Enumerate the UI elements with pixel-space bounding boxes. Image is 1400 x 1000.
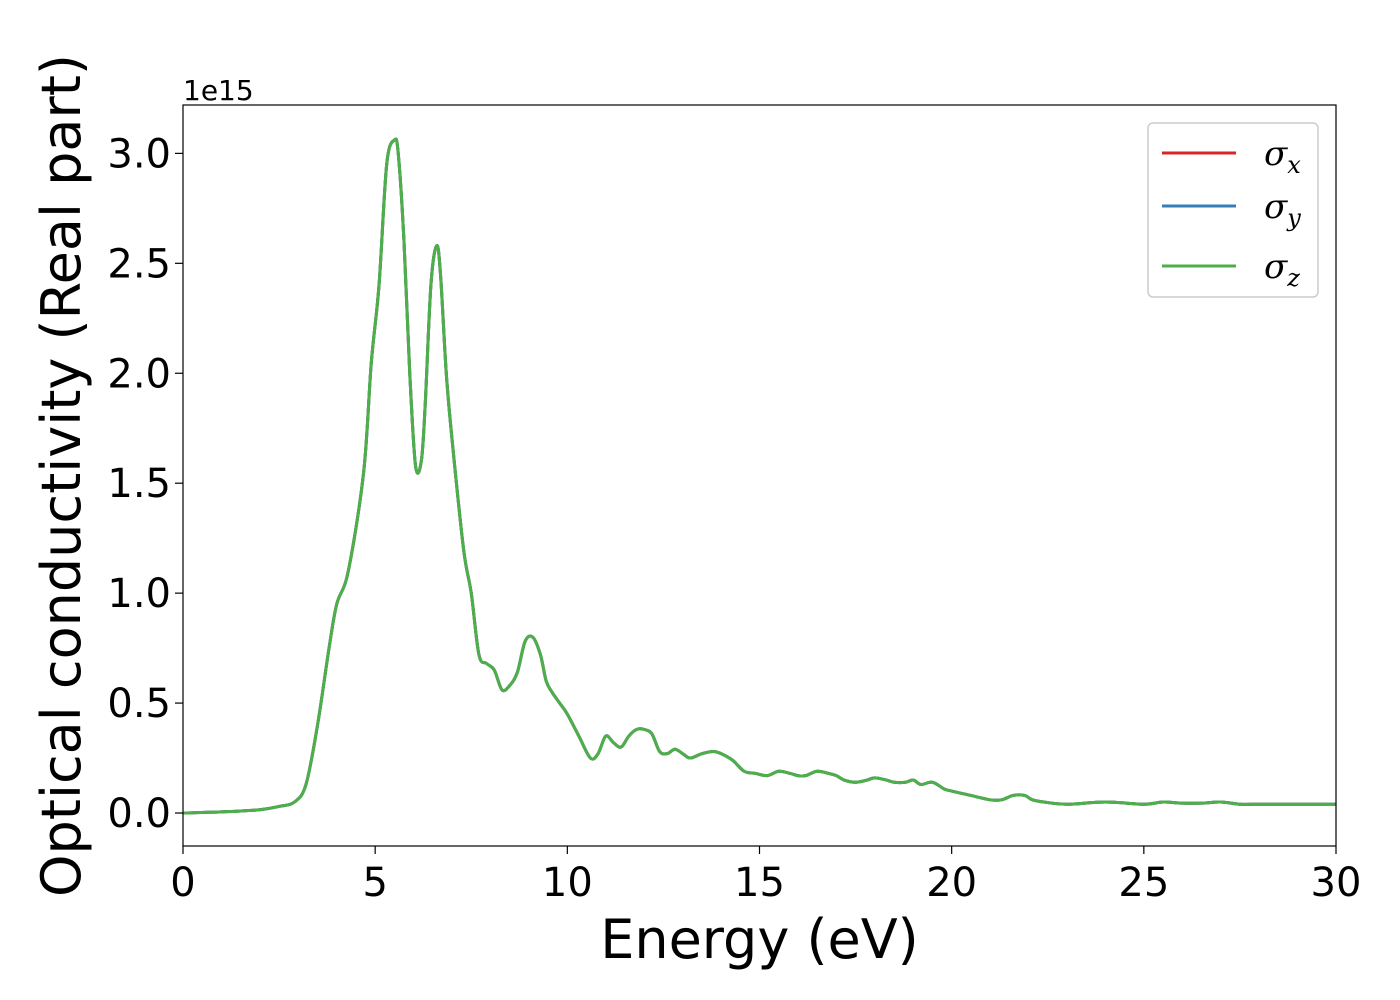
y-axis: 0.0 0.5 1.0 1.5 2.0 2.5 3.0 bbox=[107, 131, 183, 837]
y-tick-label: 0.5 bbox=[107, 681, 171, 727]
y-tick-label: 3.0 bbox=[107, 131, 171, 177]
legend-label-sub: x bbox=[1287, 151, 1301, 179]
legend-label-sub: y bbox=[1286, 204, 1301, 232]
x-axis-label: Energy (eV) bbox=[600, 908, 919, 971]
legend-label-main: σ bbox=[1264, 247, 1288, 287]
x-tick-label: 0 bbox=[170, 860, 195, 906]
legend-label-main: σ bbox=[1264, 187, 1288, 227]
legend-label-main: σ bbox=[1264, 134, 1288, 174]
legend-label-y: σy bbox=[1264, 187, 1301, 232]
legend-box bbox=[1147, 122, 1319, 298]
legend-label-x: σx bbox=[1264, 134, 1301, 179]
x-tick-label: 20 bbox=[926, 860, 977, 906]
x-tick-label: 5 bbox=[362, 860, 387, 906]
y-tick-label: 2.0 bbox=[107, 351, 171, 397]
legend-label-z: σz bbox=[1264, 247, 1300, 292]
y-offset-label: 1e15 bbox=[183, 74, 254, 107]
y-tick-label: 0.0 bbox=[107, 791, 171, 837]
series-layer bbox=[182, 137, 1336, 815]
x-tick-label: 10 bbox=[542, 860, 593, 906]
x-tick-label: 25 bbox=[1118, 860, 1169, 906]
x-axis: 0 5 10 15 20 25 30 bbox=[170, 846, 1361, 906]
y-tick-label: 2.5 bbox=[107, 241, 171, 287]
y-tick-label: 1.5 bbox=[107, 461, 171, 507]
legend-label-sub: z bbox=[1286, 264, 1300, 292]
y-axis-label: Optical conductivity (Real part) bbox=[30, 54, 93, 897]
x-tick-label: 30 bbox=[1311, 860, 1362, 906]
series-line-z bbox=[182, 137, 1336, 815]
x-tick-label: 15 bbox=[734, 860, 785, 906]
y-tick-label: 1.0 bbox=[107, 571, 171, 617]
